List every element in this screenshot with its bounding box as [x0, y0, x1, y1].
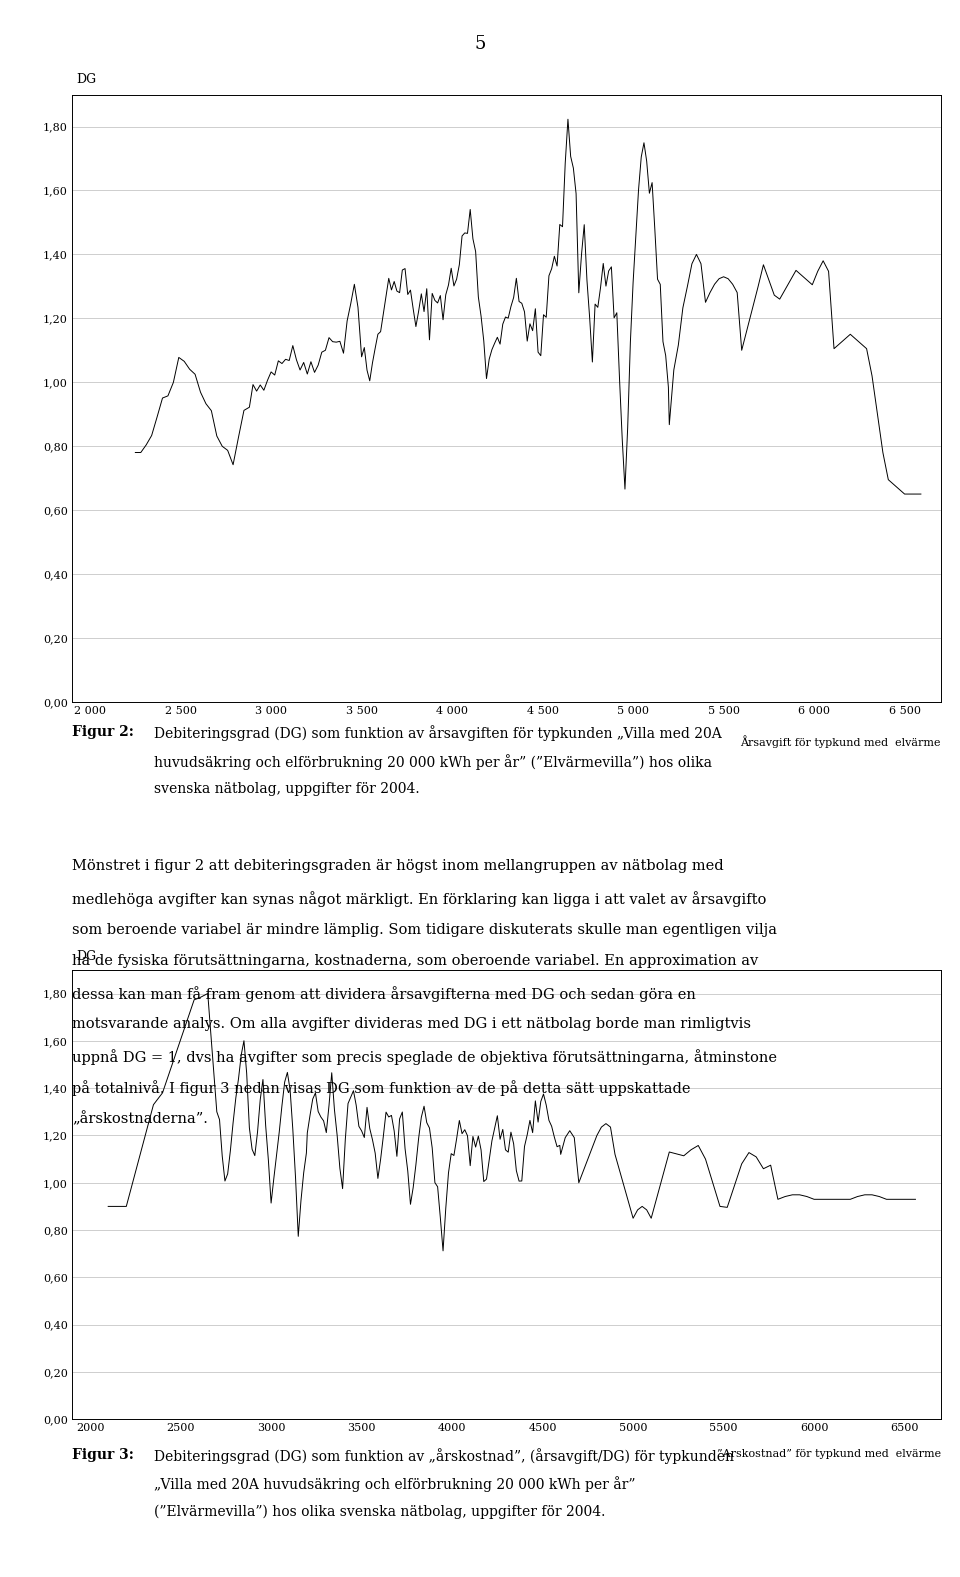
Text: (”Elvärmevilla”) hos olika svenska nätbolag, uppgifter för 2004.: (”Elvärmevilla”) hos olika svenska nätbo… [154, 1504, 605, 1519]
Text: DG: DG [77, 73, 96, 85]
Text: Mönstret i figur 2 att debiteringsgraden är högst inom mellangruppen av nätbolag: Mönstret i figur 2 att debiteringsgraden… [72, 859, 724, 874]
Text: 5: 5 [474, 35, 486, 52]
Text: Debiteringsgrad (DG) som funktion av årsavgiften för typkunden „Villa med 20A: Debiteringsgrad (DG) som funktion av års… [154, 725, 721, 741]
Text: ha de fysiska förutsättningarna, kostnaderna, som oberoende variabel. En approxi: ha de fysiska förutsättningarna, kostnad… [72, 954, 758, 968]
Text: dessa kan man få fram genom att dividera årsavgifterna med DG och sedan göra en: dessa kan man få fram genom att dividera… [72, 986, 696, 1001]
Text: Figur 3:: Figur 3: [72, 1448, 133, 1462]
Text: uppnå DG = 1, dvs ha avgifter som precis speglade de objektiva förutsättningarna: uppnå DG = 1, dvs ha avgifter som precis… [72, 1049, 777, 1064]
Text: DG: DG [77, 949, 96, 964]
Text: på totalnivå. I figur 3 nedan visas DG som funktion av de på detta sätt uppskatt: på totalnivå. I figur 3 nedan visas DG s… [72, 1080, 690, 1096]
Text: motsvarande analys. Om alla avgifter divideras med DG i ett nätbolag borde man r: motsvarande analys. Om alla avgifter div… [72, 1017, 751, 1031]
Text: ”Arskostnad” för typkund med  elvärme: ”Arskostnad” för typkund med elvärme [717, 1449, 941, 1459]
Text: „Villa med 20A huvudsäkring och elförbrukning 20 000 kWh per år”: „Villa med 20A huvudsäkring och elförbru… [154, 1476, 636, 1492]
Text: Figur 2:: Figur 2: [72, 725, 133, 740]
Text: som beroende variabel är mindre lämplig. Som tidigare diskuterats skulle man ege: som beroende variabel är mindre lämplig.… [72, 923, 777, 937]
Text: „årskostnaderna”.: „årskostnaderna”. [72, 1112, 208, 1126]
Text: huvudsäkring och elförbrukning 20 000 kWh per år” (”Elvärmevilla”) hos olika: huvudsäkring och elförbrukning 20 000 kW… [154, 754, 711, 770]
Text: Debiteringsgrad (DG) som funktion av „årskostnad”, (årsavgift/DG) för typkunden: Debiteringsgrad (DG) som funktion av „år… [154, 1448, 733, 1463]
Text: medlehöga avgifter kan synas något märkligt. En förklaring kan ligga i att valet: medlehöga avgifter kan synas något märkl… [72, 891, 766, 907]
Text: Årsavgift för typkund med  elvärme: Årsavgift för typkund med elvärme [740, 735, 941, 747]
Text: svenska nätbolag, uppgifter för 2004.: svenska nätbolag, uppgifter för 2004. [154, 782, 420, 796]
